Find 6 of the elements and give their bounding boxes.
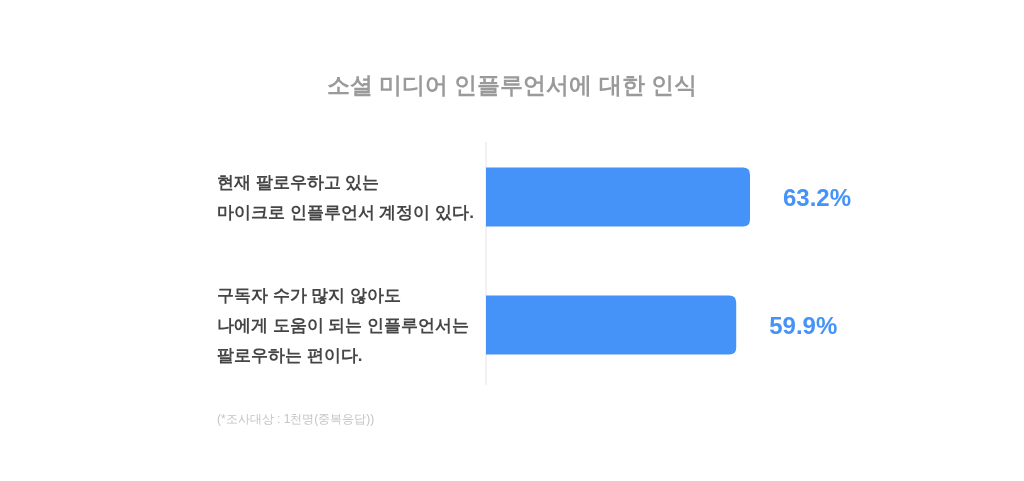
chart-title: 소셜 미디어 인플루언서에 대한 인식 bbox=[326, 72, 698, 98]
data-label: 59.9% bbox=[769, 311, 838, 339]
y-tick-label: 구독자 수가 많지 않아도 나에게 도움이 되는 인플루언서는 팔로우하는 편이다. bbox=[217, 285, 470, 365]
data-label: 63.2% bbox=[783, 183, 852, 211]
y-tick-label: 현재 팔로우하고 있는 마이크로 인플루언서 계정이 있다. bbox=[217, 172, 474, 222]
text: (*조사대상 : 1천명(중복응답)) bbox=[217, 412, 375, 426]
